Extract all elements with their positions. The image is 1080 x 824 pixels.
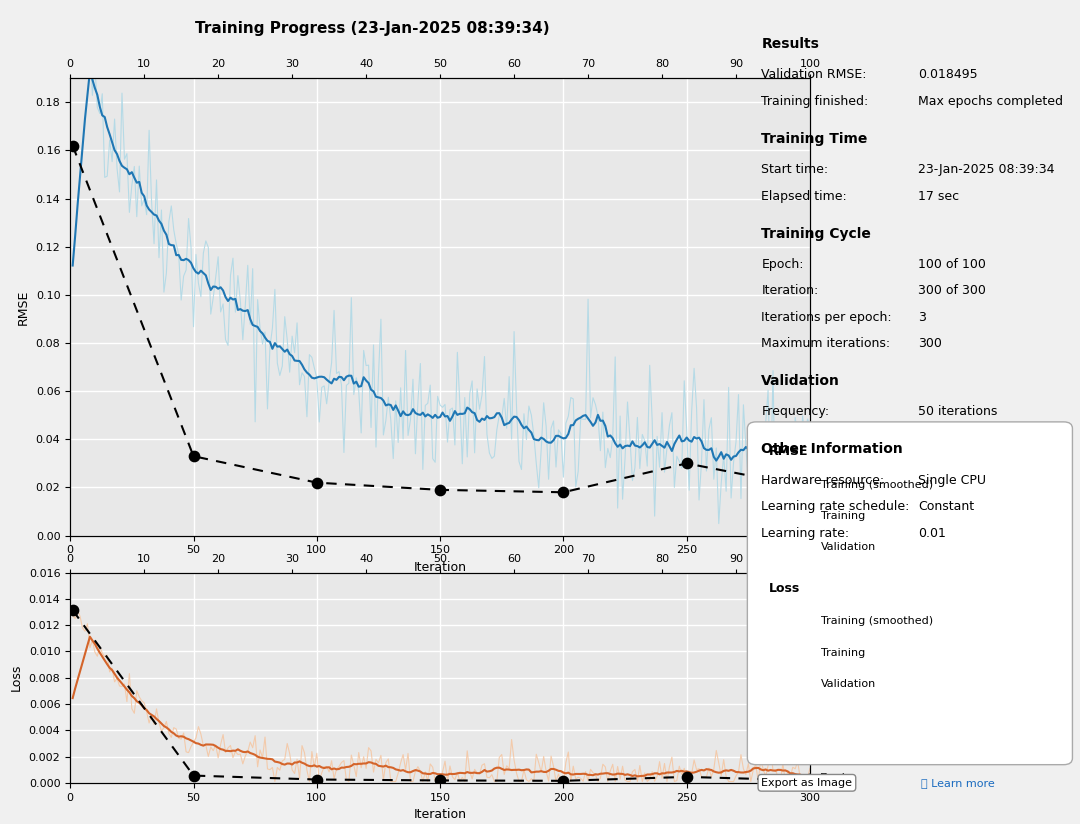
Point: [308, 773, 325, 786]
Text: Epoch:: Epoch:: [761, 258, 804, 271]
Text: 17 sec: 17 sec: [918, 190, 959, 203]
Point: [772, 503, 789, 517]
Text: Training Cycle: Training Cycle: [761, 227, 872, 241]
Point: [555, 775, 572, 788]
Text: 0.018495: 0.018495: [918, 68, 977, 82]
Text: Final: Final: [820, 773, 846, 783]
Text: Loss: Loss: [769, 582, 800, 595]
Text: Hardware resource:: Hardware resource:: [761, 474, 885, 487]
Text: Other Information: Other Information: [761, 442, 903, 456]
X-axis label: Iteration: Iteration: [414, 808, 467, 821]
Point: [801, 481, 819, 494]
Text: Validation: Validation: [761, 374, 840, 388]
Text: Learning rate schedule:: Learning rate schedule:: [761, 500, 909, 513]
Point: [432, 483, 449, 496]
Text: Single CPU: Single CPU: [918, 474, 986, 487]
Text: 0.01: 0.01: [918, 527, 946, 540]
Point: [781, 672, 798, 685]
Text: Training (smoothed): Training (smoothed): [821, 616, 933, 626]
Text: Iterations per epoch:: Iterations per epoch:: [761, 311, 892, 324]
Text: Training Time: Training Time: [761, 132, 867, 146]
Point: [185, 450, 202, 463]
Text: 300: 300: [918, 337, 942, 350]
Point: [781, 535, 798, 548]
Text: RMSE: RMSE: [769, 445, 809, 458]
Point: [801, 774, 819, 787]
Point: [789, 503, 807, 517]
Point: [789, 640, 807, 653]
Point: [64, 603, 81, 616]
Text: Learning rate:: Learning rate:: [761, 527, 850, 540]
Text: Final: Final: [820, 483, 846, 493]
Point: [801, 481, 819, 494]
Point: [308, 476, 325, 489]
Text: Training Progress (23-Jan-2025 08:39:34): Training Progress (23-Jan-2025 08:39:34): [195, 21, 550, 35]
Text: 100 of 100: 100 of 100: [918, 258, 986, 271]
Point: [185, 769, 202, 782]
Text: Training: Training: [821, 511, 865, 521]
Point: [772, 640, 789, 653]
Text: Frequency:: Frequency:: [761, 405, 829, 419]
Text: Validation: Validation: [821, 542, 876, 552]
Text: Training: Training: [821, 648, 865, 658]
Point: [64, 139, 81, 152]
Text: 3: 3: [918, 311, 926, 324]
Point: [801, 774, 819, 787]
X-axis label: Iteration: Iteration: [414, 561, 467, 574]
Point: [678, 770, 696, 784]
Text: Elapsed time:: Elapsed time:: [761, 190, 847, 203]
Text: Training (smoothed): Training (smoothed): [821, 480, 933, 489]
Y-axis label: Loss: Loss: [10, 664, 23, 691]
Text: 23-Jan-2025 08:39:34: 23-Jan-2025 08:39:34: [918, 163, 1054, 176]
Text: Iteration:: Iteration:: [761, 284, 819, 297]
Point: [555, 485, 572, 499]
Y-axis label: RMSE: RMSE: [17, 289, 30, 325]
Point: [432, 774, 449, 787]
Text: Training finished:: Training finished:: [761, 95, 868, 108]
Text: ⓘ Learn more: ⓘ Learn more: [921, 778, 995, 788]
Text: Validation: Validation: [821, 679, 876, 689]
Text: Export as Image: Export as Image: [761, 778, 852, 788]
Text: Maximum iterations:: Maximum iterations:: [761, 337, 891, 350]
Text: 50 iterations: 50 iterations: [918, 405, 997, 419]
Text: Max epochs completed: Max epochs completed: [918, 95, 1063, 108]
Text: Results: Results: [761, 37, 820, 51]
Text: Validation RMSE:: Validation RMSE:: [761, 68, 867, 82]
Text: Start time:: Start time:: [761, 163, 828, 176]
Point: [678, 456, 696, 470]
Text: Constant: Constant: [918, 500, 974, 513]
Text: 300 of 300: 300 of 300: [918, 284, 986, 297]
